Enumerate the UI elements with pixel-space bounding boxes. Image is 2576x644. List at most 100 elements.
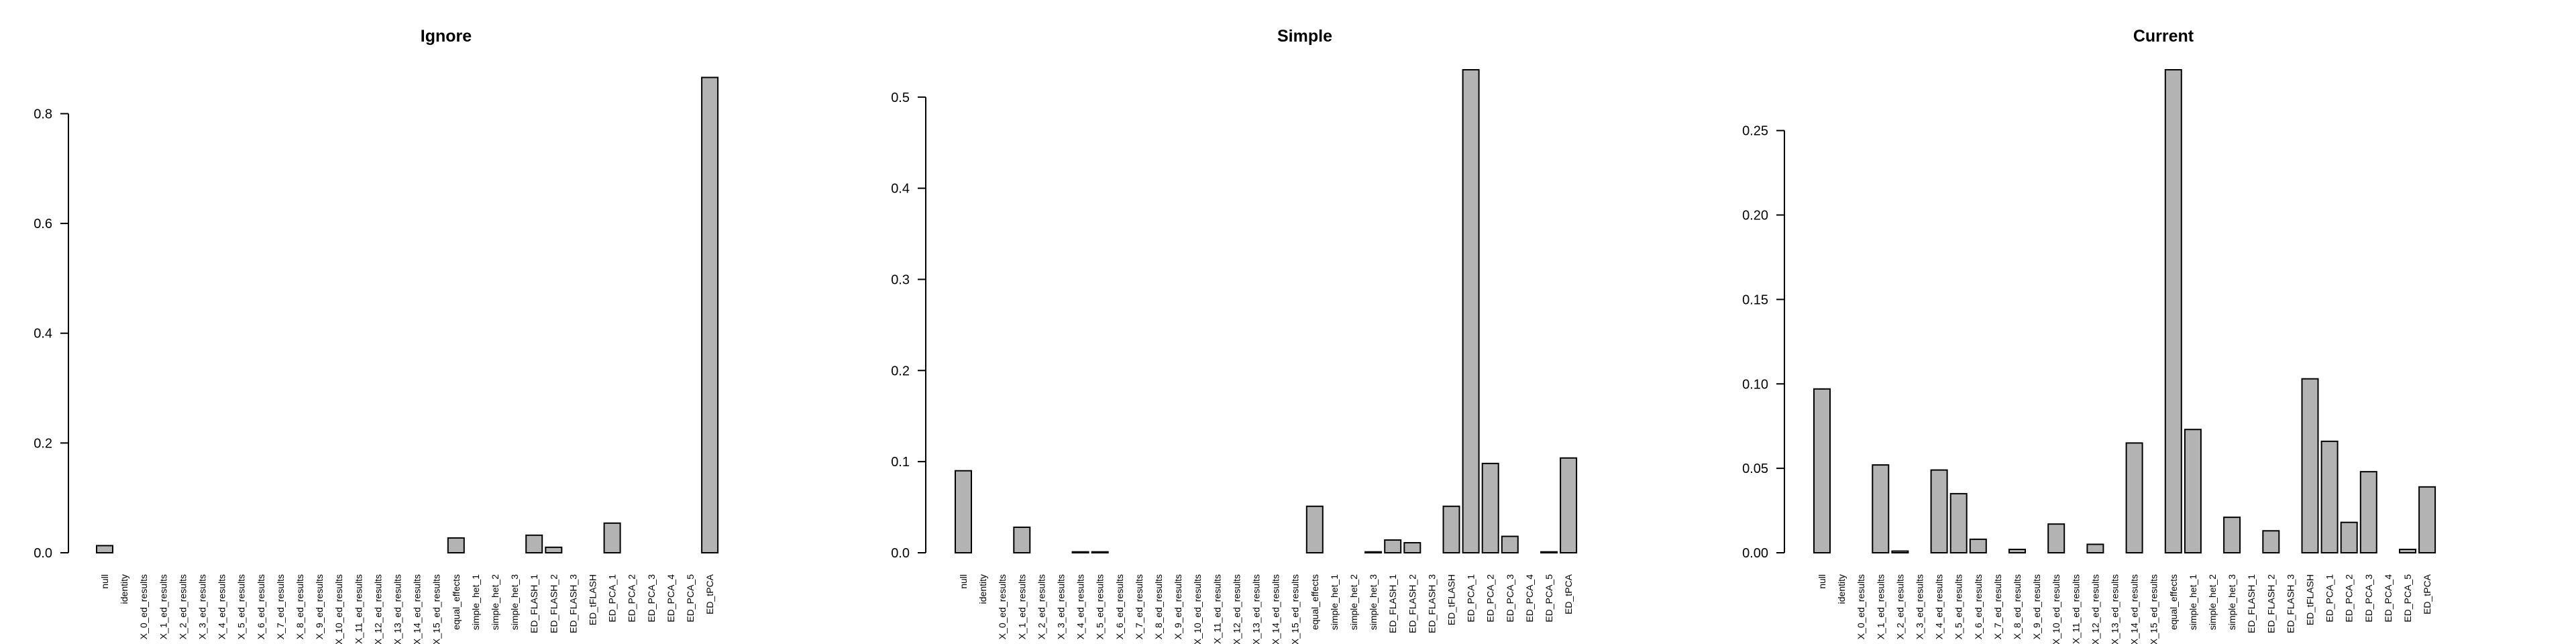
bar — [1872, 464, 1890, 553]
x-tick-label: simple_het_3 — [1368, 574, 1379, 630]
x-tick-label: ED_PCA_3 — [1505, 574, 1515, 623]
bar — [1969, 538, 1987, 554]
bar — [2399, 548, 2416, 553]
y-tick-label: 0.1 — [891, 455, 910, 470]
x-tick-label: X_2_ed_results — [1894, 574, 1905, 639]
x-tick-label: ED_PCA_2 — [2344, 574, 2355, 623]
bar — [1813, 388, 1831, 553]
y-tick-label: 0.3 — [891, 272, 910, 287]
x-tick-label: ED_FLASH_2 — [548, 574, 559, 633]
chart-title: Ignore — [421, 27, 472, 46]
bar — [1462, 69, 1480, 553]
y-tick-label: 0.2 — [891, 364, 910, 378]
bar — [1501, 535, 1519, 554]
x-tick-label: X_8_ed_results — [294, 574, 305, 639]
x-tick-label: simple_het_2 — [1348, 574, 1359, 630]
bar — [1013, 526, 1031, 554]
x-tick-label: null — [1817, 574, 1827, 589]
bar — [2008, 548, 2026, 553]
bar — [1540, 551, 1558, 553]
x-tick-label: ED_tPCA — [1563, 574, 1574, 614]
y-tick-label: 0.10 — [1742, 377, 1768, 392]
x-tick-label: X_3_ed_results — [1915, 574, 1925, 639]
x-tick-label: X_11_ed_results — [2070, 574, 2081, 644]
bar — [1403, 542, 1421, 553]
x-tick-label: ED_FLASH_3 — [568, 574, 578, 633]
bar — [2125, 442, 2143, 554]
x-tick-label: simple_het_1 — [1329, 574, 1340, 630]
y-tick-label: 0.5 — [891, 91, 910, 105]
x-tick-label: ED_PCA_4 — [665, 574, 676, 623]
y-tick-label: 0.0 — [34, 546, 52, 561]
x-tick-label: identity — [977, 574, 988, 604]
x-tick-label: ED_tPCA — [2422, 574, 2432, 614]
x-tick-label: X_1_ed_results — [158, 574, 168, 639]
x-tick-label: identity — [1836, 574, 1847, 604]
y-tick-label: 0.0 — [891, 546, 910, 561]
bar — [2184, 429, 2202, 553]
y-tick-label: 0.4 — [891, 182, 910, 197]
x-tick-label: X_1_ed_results — [1875, 574, 1886, 639]
bar — [2301, 378, 2319, 553]
x-tick-label: X_9_ed_results — [1173, 574, 1183, 639]
bar — [1949, 492, 1968, 554]
bar — [2086, 543, 2104, 554]
bar — [1442, 505, 1460, 553]
x-tick-label: X_11_ed_results — [353, 574, 364, 644]
x-tick-label: X_15_ed_results — [431, 574, 442, 644]
bar — [2340, 521, 2358, 553]
x-tick-label: ED_PCA_5 — [2402, 574, 2413, 623]
x-tick-label: X_8_ed_results — [2012, 574, 2023, 639]
bar — [2418, 486, 2436, 553]
y-tick-label: 0.2 — [34, 436, 52, 451]
bar — [1071, 551, 1089, 553]
x-tick-label: X_0_ed_results — [138, 574, 149, 639]
x-tick-label: X_7_ed_results — [275, 574, 286, 639]
x-tick-label: ED_FLASH_3 — [1426, 574, 1437, 633]
x-tick-label: ED_tFLASH — [1446, 574, 1457, 625]
bar — [1305, 505, 1324, 553]
x-tick-label: X_10_ed_results — [2051, 574, 2061, 644]
x-tick-label: ED_PCA_5 — [1544, 574, 1554, 623]
x-tick-label: ED_FLASH_3 — [2285, 574, 2296, 633]
bar — [2359, 471, 2377, 553]
x-tick-label: X_2_ed_results — [1036, 574, 1046, 639]
x-tick-label: simple_het_3 — [2226, 574, 2237, 630]
x-tick-label: X_12_ed_results — [1231, 574, 1242, 644]
x-tick-label: ED_FLASH_1 — [529, 574, 539, 633]
bar — [1930, 469, 1948, 554]
y-tick-label: 0.20 — [1742, 209, 1768, 223]
bar — [701, 76, 719, 554]
y-tick-label: 0.8 — [34, 107, 52, 121]
x-tick-label: ED_PCA_3 — [646, 574, 657, 623]
x-tick-label: ED_PCA_1 — [607, 574, 618, 623]
x-tick-label: ED_FLASH_1 — [1387, 574, 1398, 633]
x-tick-label: X_12_ed_results — [2090, 574, 2100, 644]
x-tick-label: X_4_ed_results — [1934, 574, 1945, 639]
bar — [1560, 457, 1578, 553]
bar — [955, 470, 972, 553]
x-tick-label: X_4_ed_results — [1075, 574, 1086, 639]
bar — [603, 522, 621, 553]
bar — [1364, 551, 1383, 553]
x-tick-label: ED_PCA_4 — [1524, 574, 1535, 623]
x-tick-label: X_0_ed_results — [997, 574, 1008, 639]
bar — [96, 545, 113, 554]
chart-title: Simple — [1277, 27, 1332, 46]
x-tick-label: X_10_ed_results — [333, 574, 344, 644]
x-tick-label: ED_PCA_2 — [1485, 574, 1496, 623]
x-tick-label: X_4_ed_results — [217, 574, 227, 639]
x-tick-label: ED_tFLASH — [2305, 574, 2316, 625]
bar — [447, 537, 465, 554]
y-tick-label: 0.25 — [1742, 124, 1768, 139]
x-tick-label: simple_het_1 — [2188, 574, 2198, 630]
y-tick-label: 0.05 — [1742, 462, 1768, 476]
bar — [1384, 539, 1402, 554]
chart-title: Current — [2133, 27, 2194, 46]
x-tick-label: ED_PCA_2 — [627, 574, 637, 623]
x-tick-label: ED_PCA_1 — [2324, 574, 2335, 623]
x-tick-label: X_5_ed_results — [1095, 574, 1106, 639]
x-tick-label: X_6_ed_results — [256, 574, 266, 639]
